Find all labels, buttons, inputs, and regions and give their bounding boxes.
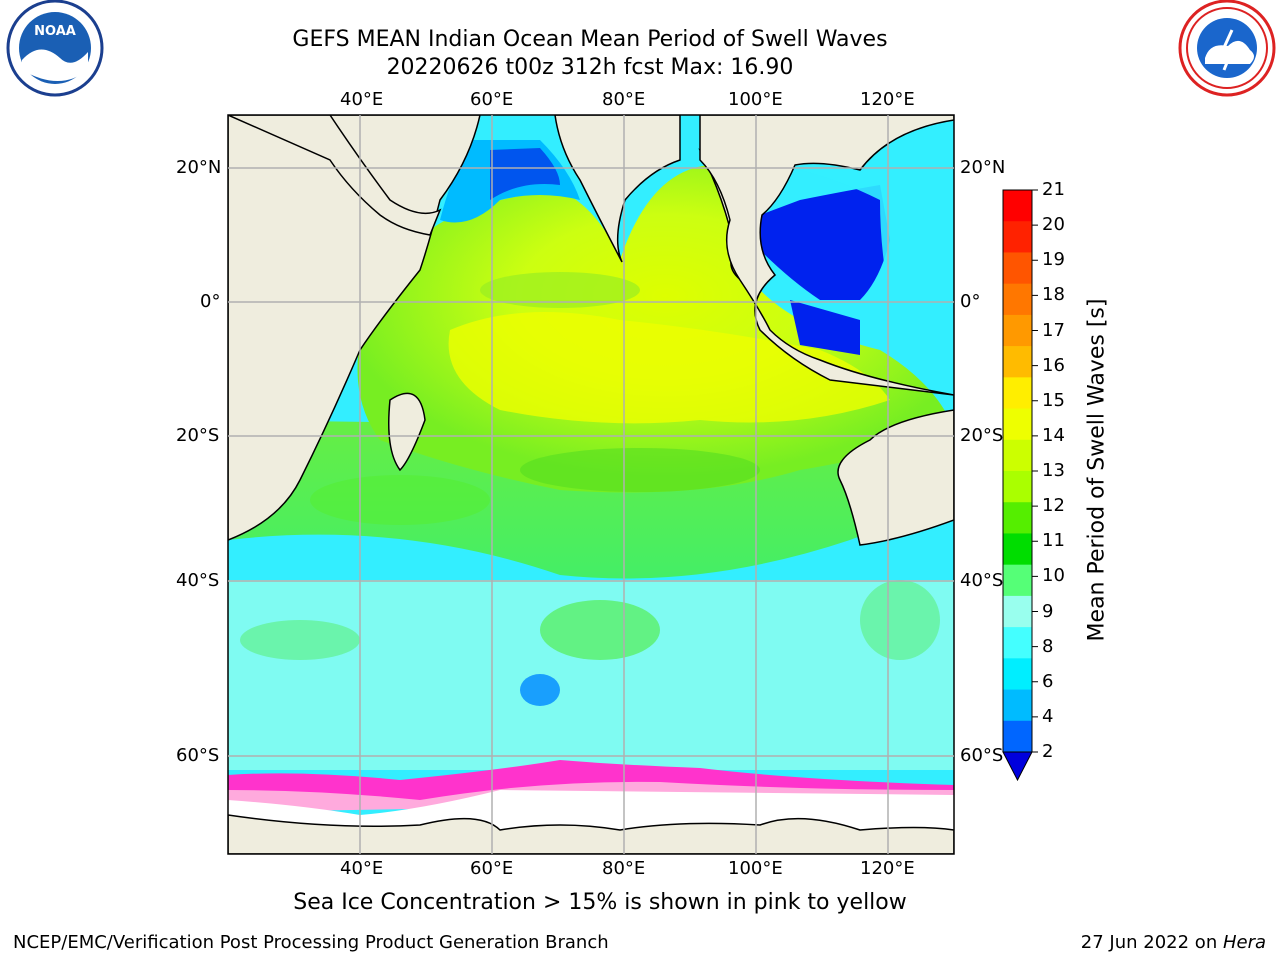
colorbar-tick-label: 18 [1042, 284, 1065, 306]
lat-label-left: 60°S [176, 745, 220, 766]
colorbar-tick-label: 12 [1042, 495, 1065, 517]
map-frame [227, 114, 955, 855]
lon-label-top: 80°E [602, 89, 646, 110]
colorbar-extend-arrow [1002, 751, 1033, 782]
colorbar-tick-label: 8 [1042, 635, 1054, 657]
colorbar-tick-label: 2 [1042, 741, 1054, 762]
lon-label-top: 40°E [340, 89, 384, 110]
lon-label-top: 60°E [470, 89, 514, 110]
lon-label-bottom: 120°E [860, 858, 915, 879]
colorbar-segment [1003, 283, 1032, 316]
colorbar-segment [1003, 377, 1032, 410]
map-title: GEFS MEAN Indian Ocean Mean Period of Sw… [292, 27, 888, 52]
sea-ice-caption: Sea Ice Concentration > 15% is shown in … [293, 890, 907, 915]
national-weather-service-logo [1178, 0, 1276, 97]
lat-label-right: 20°S [960, 425, 1004, 446]
colorbar-segment [1003, 252, 1032, 285]
lat-label-left: 0° [200, 291, 221, 312]
colorbar-segment [1003, 502, 1032, 534]
colorbar-tick-label: 10 [1042, 565, 1065, 587]
lat-label-right: 20°N [960, 157, 1006, 178]
generated-date: 27 Jun 2022 on Hera [1080, 932, 1266, 953]
colorbar [1002, 189, 1038, 782]
colorbar-tick-label: 6 [1042, 670, 1054, 692]
lat-label-right: 40°S [960, 570, 1004, 591]
colorbar-tick-label: 15 [1042, 389, 1065, 411]
colorbar-segment [1003, 533, 1032, 566]
colorbar-segment [1003, 564, 1032, 597]
colorbar-segment [1003, 689, 1032, 722]
colorbar-segment [1003, 471, 1032, 503]
graticule [228, 115, 954, 854]
colorbar-segment [1003, 221, 1032, 253]
lon-label-bottom: 100°E [728, 858, 783, 879]
lon-label-bottom: 60°E [470, 858, 514, 879]
colorbar-tick-label: 16 [1042, 354, 1065, 376]
swell-period-field [228, 115, 954, 854]
colorbar-tick-label: 4 [1042, 705, 1054, 727]
noaa-logo: NOAA [6, 0, 104, 97]
lon-label-top: 100°E [728, 89, 783, 110]
lat-label-left: 20°S [176, 425, 220, 446]
colorbar-segment [1003, 346, 1032, 378]
colorbar-segment [1003, 439, 1032, 472]
lat-label-right: 60°S [960, 745, 1004, 766]
land-masses [228, 115, 954, 854]
colorbar-tick-label: 9 [1042, 600, 1054, 622]
colorbar-segment [1003, 314, 1032, 347]
colorbar-segment [1003, 190, 1032, 222]
lat-label-left: 20°N [176, 157, 222, 178]
producer-credit: NCEP/EMC/Verification Post Processing Pr… [13, 932, 609, 953]
lon-label-bottom: 80°E [602, 858, 646, 879]
colorbar-segment [1003, 408, 1032, 441]
colorbar-segment [1003, 720, 1032, 753]
colorbar-tick-label: 21 [1042, 179, 1065, 200]
svg-text:NOAA: NOAA [34, 24, 76, 39]
colorbar-tick-label: 17 [1042, 319, 1065, 341]
colorbar-segment [1003, 595, 1032, 628]
lon-label-bottom: 40°E [340, 858, 384, 879]
colorbar-tick-label: 20 [1042, 214, 1065, 236]
colorbar-tick-label: 19 [1042, 249, 1065, 271]
map-subtitle: 20220626 t00z 312h fcst Max: 16.90 [386, 55, 794, 80]
lat-label-left: 40°S [176, 570, 220, 591]
lat-label-right: 0° [960, 291, 981, 312]
lon-label-top: 120°E [860, 89, 915, 110]
colorbar-tick-label: 11 [1042, 530, 1065, 552]
colorbar-segment [1003, 627, 1032, 659]
colorbar-tick-label: 14 [1042, 424, 1065, 446]
colorbar-segment [1003, 658, 1032, 691]
colorbar-tick-label: 13 [1042, 460, 1065, 481]
colorbar-title: Mean Period of Swell Waves [s] [1084, 298, 1110, 642]
